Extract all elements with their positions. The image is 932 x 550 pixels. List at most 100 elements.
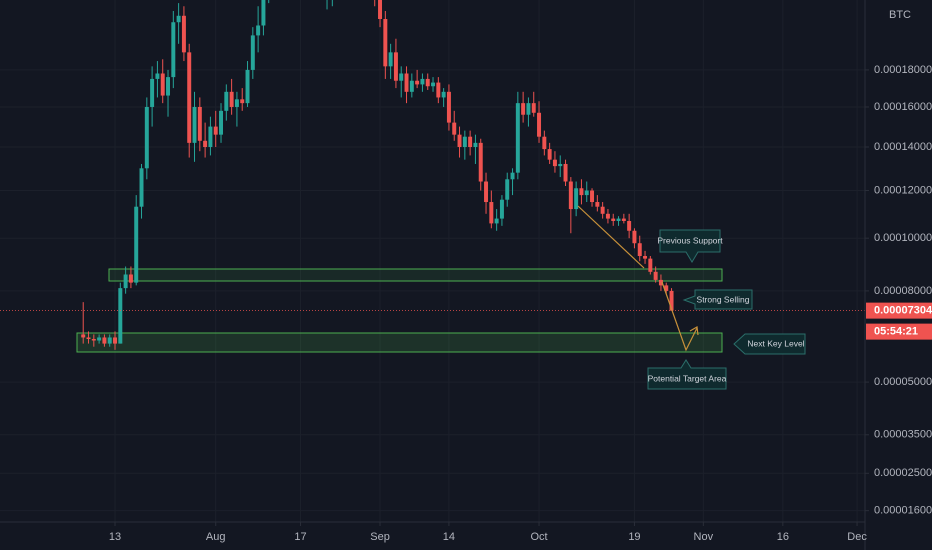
candle-body bbox=[552, 159, 557, 167]
drawings: Previous Support Strong Selling Next Key… bbox=[577, 205, 806, 390]
candle-body bbox=[558, 163, 563, 167]
candle-body bbox=[510, 172, 515, 180]
candle-body bbox=[192, 106, 197, 143]
x-tick-label: 16 bbox=[777, 531, 789, 543]
candle-body bbox=[595, 202, 600, 207]
y-tick-label: 0.00001600 bbox=[874, 505, 932, 517]
candle-body bbox=[128, 274, 133, 283]
candle-body bbox=[531, 103, 536, 113]
candle-body bbox=[462, 136, 467, 148]
grid bbox=[0, 0, 865, 522]
candle-body bbox=[605, 213, 610, 219]
candle-body bbox=[547, 149, 552, 160]
candle-body bbox=[436, 82, 441, 98]
callout-text: Next Key Level bbox=[747, 338, 804, 348]
candle-body bbox=[234, 99, 239, 107]
candle-body bbox=[658, 279, 663, 286]
y-tick-label: 0.00014000 bbox=[874, 141, 932, 153]
x-tick-label: 19 bbox=[628, 531, 640, 543]
x-tick-label: 17 bbox=[294, 531, 306, 543]
callout-box bbox=[733, 333, 806, 355]
candle-body bbox=[197, 106, 202, 141]
candle-body bbox=[637, 243, 642, 257]
candle-body bbox=[621, 218, 626, 221]
x-tick-label: 14 bbox=[443, 531, 455, 543]
callout-text: Previous Support bbox=[657, 235, 723, 245]
candle-body bbox=[441, 91, 446, 98]
candle-body bbox=[107, 337, 112, 344]
candles bbox=[0, 0, 865, 350]
candle-body bbox=[219, 110, 224, 135]
candle-body bbox=[537, 112, 542, 137]
candle-body bbox=[632, 230, 637, 244]
candle-body bbox=[484, 181, 489, 203]
candle-body bbox=[420, 78, 425, 85]
candle-body bbox=[378, 0, 383, 19]
candle-body bbox=[499, 199, 504, 219]
candle-body bbox=[584, 190, 589, 196]
candle-body bbox=[388, 52, 393, 67]
candle-body bbox=[563, 163, 568, 182]
candle-body bbox=[81, 334, 86, 338]
callout-text: Strong Selling bbox=[697, 294, 750, 304]
candle-body bbox=[181, 15, 186, 53]
candle-body bbox=[409, 80, 414, 92]
candle-body bbox=[203, 140, 208, 148]
candle-body bbox=[431, 82, 436, 87]
candle-body bbox=[653, 271, 658, 280]
countdown-label: 05:54:21 bbox=[874, 326, 918, 338]
candle-body bbox=[446, 91, 451, 123]
candle-body bbox=[160, 73, 165, 96]
last-price-box bbox=[866, 302, 932, 319]
candle-body bbox=[542, 136, 547, 150]
candle-body bbox=[521, 103, 526, 115]
candle-body bbox=[150, 78, 155, 107]
candle-body bbox=[574, 188, 579, 210]
target-arrow bbox=[661, 281, 698, 352]
candle-body bbox=[478, 142, 483, 182]
candle-body bbox=[139, 168, 144, 207]
candle-body bbox=[515, 103, 520, 173]
candle-body bbox=[568, 181, 573, 210]
candle-body bbox=[616, 218, 621, 221]
candle-body bbox=[579, 188, 584, 196]
candle-body bbox=[526, 103, 531, 115]
candle-body bbox=[648, 258, 653, 272]
candle-body bbox=[134, 206, 139, 283]
y-tick-label: 0.00003500 bbox=[874, 429, 932, 441]
candle-body bbox=[187, 52, 192, 143]
y-tick-label: 0.00005000 bbox=[874, 376, 932, 388]
candle-body bbox=[144, 106, 149, 169]
last-price-label: 0.00007304 bbox=[874, 305, 932, 317]
candle-body bbox=[245, 69, 250, 104]
x-tick-label: 13 bbox=[109, 531, 121, 543]
candle-body bbox=[452, 122, 457, 135]
candle-body bbox=[97, 337, 102, 341]
candle-body bbox=[155, 73, 160, 79]
candle-body bbox=[590, 190, 595, 203]
axes: 0.00018000 0.00016000 0.00014000 0.00012000… bbox=[109, 64, 932, 543]
arrow-head bbox=[689, 326, 699, 336]
target-zone bbox=[76, 332, 723, 353]
candle-body bbox=[425, 78, 430, 87]
candle-body bbox=[224, 91, 229, 111]
callout-box bbox=[659, 229, 721, 263]
candle-body bbox=[229, 91, 234, 107]
x-tick-label: Sep bbox=[370, 531, 390, 543]
candle-body bbox=[171, 22, 176, 78]
x-tick-label: Aug bbox=[206, 531, 226, 543]
candle-body bbox=[383, 18, 388, 67]
y-tick-label: 0.00010000 bbox=[874, 232, 932, 244]
y-tick-label: 0.00002500 bbox=[874, 467, 932, 479]
candle-body bbox=[457, 134, 462, 148]
y-tick-label: 0.00016000 bbox=[874, 101, 932, 113]
candle-body bbox=[113, 337, 118, 344]
callout-box bbox=[682, 289, 753, 310]
zones bbox=[76, 268, 723, 353]
resistance-zone bbox=[108, 268, 723, 282]
candle-body bbox=[627, 220, 632, 231]
candle-body bbox=[468, 136, 473, 148]
candle-body bbox=[404, 73, 409, 92]
